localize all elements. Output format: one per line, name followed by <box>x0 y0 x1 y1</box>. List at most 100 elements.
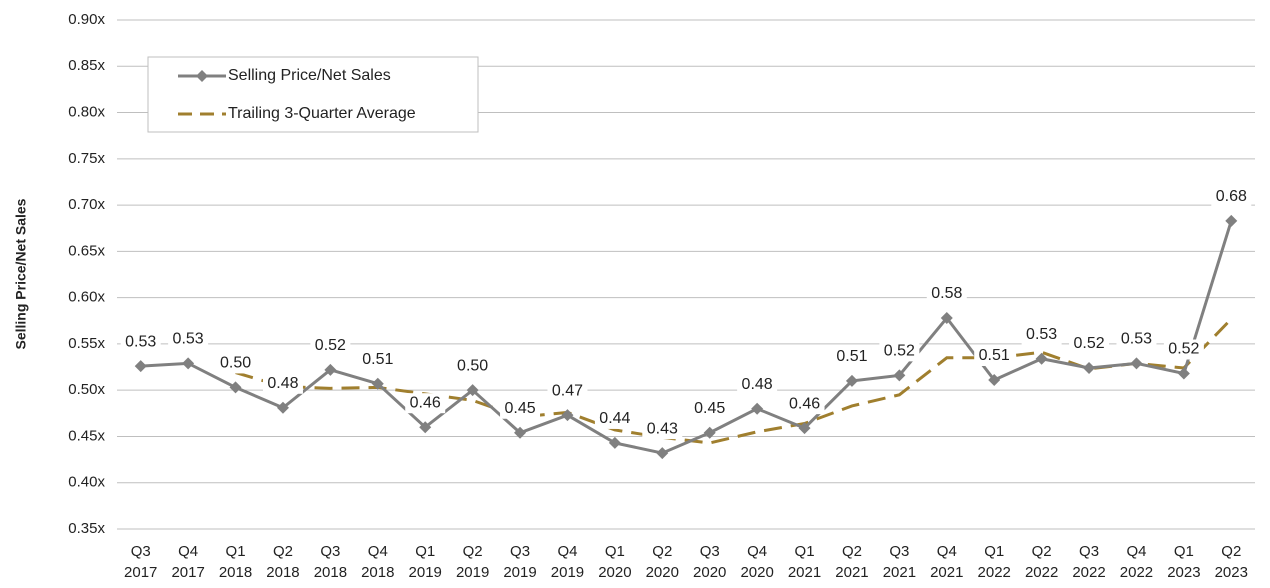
x-tick-label: 2021 <box>930 564 963 581</box>
x-tick-label: 2017 <box>124 564 157 581</box>
point-marker <box>182 357 195 370</box>
point-marker <box>134 360 147 373</box>
x-tick-label: Q2 <box>1032 543 1052 560</box>
point-marker <box>751 402 764 415</box>
label-bg <box>215 353 256 374</box>
y-tick-label: 0.35x <box>68 520 105 537</box>
point-marker <box>703 426 716 439</box>
series-line <box>140 220 1233 455</box>
data-label: 0.51 <box>836 348 867 365</box>
x-tick-label: 2017 <box>171 564 204 581</box>
point-marker <box>845 374 858 387</box>
x-tick-label: 2021 <box>788 564 821 581</box>
point-marker <box>276 401 289 414</box>
data-label: 0.51 <box>362 351 393 368</box>
legend-marker <box>196 70 208 82</box>
data-label: 0.45 <box>694 400 725 417</box>
label-bg <box>1211 186 1252 207</box>
label-bg <box>689 398 730 419</box>
label-bg <box>642 419 683 440</box>
point-marker <box>988 374 1001 387</box>
legend-box <box>147 56 479 133</box>
data-label: 0.58 <box>931 285 962 302</box>
x-tick-label: Q2 <box>1221 543 1241 560</box>
y-tick-label: 0.85x <box>68 57 105 74</box>
x-tick-label: 2022 <box>1025 564 1058 581</box>
x-tick-label: 2018 <box>361 564 394 581</box>
label-bg <box>168 329 209 350</box>
x-tick-label: 2021 <box>883 564 916 581</box>
x-tick-label: Q2 <box>652 543 672 560</box>
x-tick-label: Q4 <box>747 543 767 560</box>
label-bg <box>405 393 446 414</box>
x-tick-label: 2020 <box>740 564 773 581</box>
x-tick-label: Q3 <box>889 543 909 560</box>
x-tick-label: Q4 <box>178 543 198 560</box>
data-label: 0.68 <box>1216 188 1247 205</box>
label-bg <box>547 381 588 402</box>
point-marker <box>371 377 384 390</box>
label-bg <box>1116 329 1157 350</box>
data-label: 0.48 <box>267 375 298 392</box>
data-label: 0.53 <box>1121 331 1152 348</box>
label-bg <box>357 349 398 370</box>
data-label: 0.52 <box>1168 341 1199 358</box>
x-tick-label: 2020 <box>646 564 679 581</box>
point-marker <box>229 381 242 394</box>
data-label: 0.46 <box>410 394 441 411</box>
x-tick-label: Q2 <box>842 543 862 560</box>
label-bg <box>926 283 967 304</box>
x-tick-label: Q3 <box>320 543 340 560</box>
x-tick-label: 2019 <box>409 564 442 581</box>
x-tick-label: Q4 <box>368 543 388 560</box>
label-bg <box>500 398 541 419</box>
label-bg <box>310 335 351 356</box>
x-tick-label: Q4 <box>937 543 957 560</box>
y-tick-label: 0.55x <box>68 335 105 352</box>
x-tick-label: Q4 <box>557 543 577 560</box>
data-label: 0.52 <box>884 343 915 360</box>
y-tick-label: 0.70x <box>68 196 105 213</box>
data-label: 0.53 <box>125 333 156 350</box>
x-tick-label: 2019 <box>551 564 584 581</box>
x-tick-label: 2022 <box>1120 564 1153 581</box>
point-marker <box>1225 214 1238 227</box>
x-tick-label: Q1 <box>415 543 435 560</box>
point-marker <box>1035 352 1048 365</box>
label-bg <box>262 373 303 394</box>
data-label: 0.53 <box>173 331 204 348</box>
y-axis-label: Selling Price/Net Sales <box>13 198 29 349</box>
y-tick-label: 0.45x <box>68 427 105 444</box>
label-bg <box>452 356 493 377</box>
point-marker <box>419 421 432 434</box>
y-tick-label: 0.75x <box>68 150 105 167</box>
point-marker <box>940 311 953 324</box>
data-label: 0.53 <box>1026 326 1057 343</box>
data-label: 0.52 <box>1073 335 1104 352</box>
label-bg <box>594 408 635 429</box>
x-tick-label: 2018 <box>314 564 347 581</box>
label-bg <box>974 346 1015 367</box>
x-tick-label: 2020 <box>693 564 726 581</box>
label-bg <box>120 332 161 353</box>
x-tick-label: Q2 <box>463 543 483 560</box>
x-tick-label: 2020 <box>598 564 631 581</box>
x-tick-label: Q3 <box>1079 543 1099 560</box>
point-marker <box>324 363 337 376</box>
point-marker <box>798 422 811 435</box>
data-label: 0.47 <box>552 382 583 399</box>
x-tick-label: Q1 <box>795 543 815 560</box>
x-tick-label: Q1 <box>226 543 246 560</box>
x-tick-label: 2021 <box>835 564 868 581</box>
data-label: 0.50 <box>220 355 251 372</box>
data-label: 0.43 <box>647 420 678 437</box>
y-tick-label: 0.60x <box>68 289 105 306</box>
x-tick-label: Q2 <box>273 543 293 560</box>
series-line <box>235 317 1233 445</box>
data-label: 0.48 <box>742 376 773 393</box>
point-marker <box>1130 357 1143 370</box>
point-marker <box>561 409 574 422</box>
x-tick-label: 2022 <box>978 564 1011 581</box>
x-tick-label: Q3 <box>700 543 720 560</box>
